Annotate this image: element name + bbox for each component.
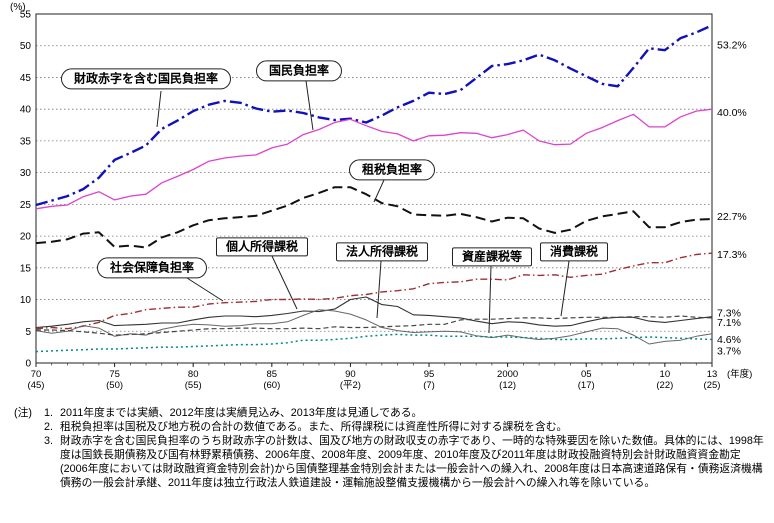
svg-text:(50): (50) <box>106 380 123 391</box>
svg-text:30: 30 <box>20 168 32 179</box>
svg-text:17.3%: 17.3% <box>717 249 747 261</box>
notes-prefix: (注) <box>14 407 32 419</box>
svg-text:45: 45 <box>20 73 32 84</box>
svg-text:0: 0 <box>25 359 31 370</box>
svg-text:40.0%: 40.0% <box>717 107 747 119</box>
svg-text:80: 80 <box>188 369 199 380</box>
callout-national-burden: 国民負担率 <box>255 60 343 82</box>
svg-text:(17): (17) <box>578 380 595 391</box>
callout-consumption-tax: 消費課税 <box>539 242 609 262</box>
callout-national-burden-incl-deficit: 財政赤字を含む国民負担率 <box>60 68 232 90</box>
svg-text:3.7%: 3.7% <box>717 346 741 358</box>
callout-corporate-income-tax: 法人所得課税 <box>335 242 429 262</box>
svg-text:85: 85 <box>267 369 278 380</box>
svg-text:4.6%: 4.6% <box>717 334 741 346</box>
svg-text:13: 13 <box>707 369 718 380</box>
svg-text:(年度): (年度) <box>727 368 752 380</box>
note-number: 2. <box>44 421 54 434</box>
svg-text:25: 25 <box>20 200 32 211</box>
burden-ratio-chart: 0 5 10 15 20 25 30 35 40 45 50 55 (%) 70 (45) 75 (50) 80(… <box>10 2 752 391</box>
svg-text:2000: 2000 <box>497 369 518 380</box>
svg-text:55: 55 <box>20 10 32 21</box>
svg-text:7.1%: 7.1% <box>717 317 741 329</box>
note-item-3: 3. 財政赤字を含む国民負担率のうち財政赤字の計数は、国及び地方の財政収支の赤字… <box>44 434 764 490</box>
svg-text:(60): (60) <box>263 380 280 391</box>
svg-text:40: 40 <box>20 105 32 116</box>
note-item-1: 1. 2011年度までは実績、2012年度は実績見込み、2013年度は見通しであ… <box>44 406 764 420</box>
svg-text:(45): (45) <box>28 380 45 391</box>
svg-text:(25): (25) <box>704 380 721 391</box>
svg-text:5: 5 <box>25 327 31 338</box>
svg-text:90: 90 <box>345 369 356 380</box>
callout-asset-tax: 資産課税等 <box>451 247 533 267</box>
note-number: 3. <box>44 435 54 448</box>
svg-text:(55): (55) <box>185 380 202 391</box>
note-text: 租税負担率は国税及び地方税の合計の数値である。また、所得課税には資産性所得に対す… <box>60 421 568 434</box>
svg-text:50: 50 <box>20 41 32 52</box>
svg-text:7.3%: 7.3% <box>717 308 741 320</box>
svg-text:22.7%: 22.7% <box>717 211 747 223</box>
svg-text:53.2%: 53.2% <box>717 39 747 51</box>
callout-individual-income-tax: 個人所得課税 <box>215 237 309 257</box>
svg-text:70: 70 <box>31 369 42 380</box>
svg-text:10: 10 <box>20 295 32 306</box>
svg-text:75: 75 <box>109 369 120 380</box>
note-item-2: 2. 租税負担率は国税及び地方税の合計の数値である。また、所得課税には資産性所得… <box>44 420 764 434</box>
svg-text:(22): (22) <box>656 380 673 391</box>
svg-text:(7): (7) <box>423 380 435 391</box>
note-text: 2011年度までは実績、2012年度は実績見込み、2013年度は見通しである。 <box>60 407 423 419</box>
callout-social-security-burden: 社会保障負担率 <box>96 257 208 279</box>
chart-canvas: 0510152025303540455055(%)70(45)75(50)80(… <box>10 2 752 391</box>
svg-text:(平2): (平2) <box>340 380 361 391</box>
svg-text:(%): (%) <box>10 2 26 13</box>
svg-text:15: 15 <box>20 263 32 274</box>
svg-text:35: 35 <box>20 136 32 147</box>
svg-text:05: 05 <box>581 369 592 380</box>
svg-text:20: 20 <box>20 232 32 243</box>
svg-text:95: 95 <box>424 369 435 380</box>
svg-text:10: 10 <box>660 369 671 380</box>
svg-text:(12): (12) <box>499 380 516 391</box>
notes: (注) 1. 2011年度までは実績、2012年度は実績見込み、2013年度は見… <box>0 400 774 490</box>
note-number: 1. <box>44 407 54 419</box>
note-text: 財政赤字を含む国民負担率のうち財政赤字の計数は、国及び地方の財政収支の赤字であり… <box>60 435 764 490</box>
callout-tax-burden: 租税負担率 <box>348 159 436 181</box>
